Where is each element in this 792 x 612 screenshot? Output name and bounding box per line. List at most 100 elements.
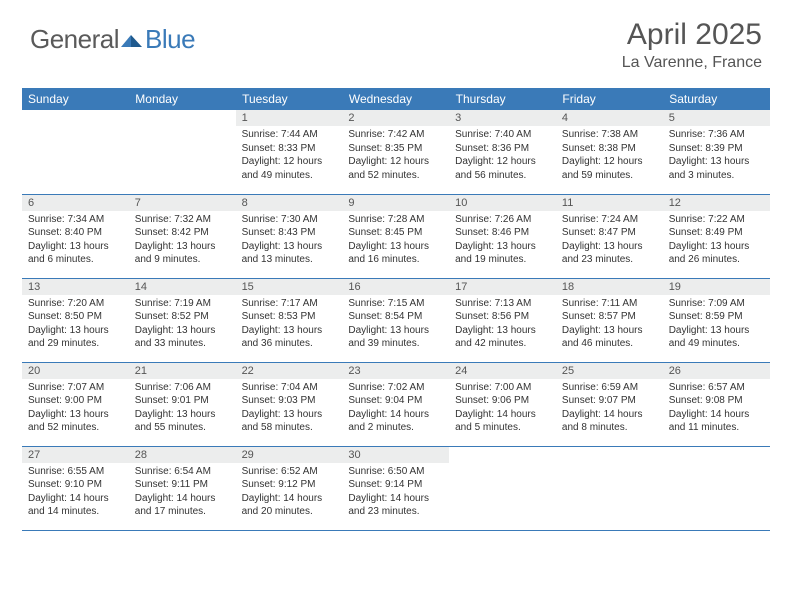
day-details: Sunrise: 6:54 AMSunset: 9:11 PMDaylight:…: [129, 463, 236, 523]
calendar-body: ....1Sunrise: 7:44 AMSunset: 8:33 PMDayl…: [22, 110, 770, 530]
calendar-cell: 17Sunrise: 7:13 AMSunset: 8:56 PMDayligh…: [449, 278, 556, 362]
calendar-cell: 14Sunrise: 7:19 AMSunset: 8:52 PMDayligh…: [129, 278, 236, 362]
logo-text-b: Blue: [145, 24, 195, 55]
calendar-cell: 15Sunrise: 7:17 AMSunset: 8:53 PMDayligh…: [236, 278, 343, 362]
day-header: Friday: [556, 88, 663, 110]
day-number: 25: [556, 363, 663, 379]
day-details: Sunrise: 7:07 AMSunset: 9:00 PMDaylight:…: [22, 379, 129, 439]
day-number: 30: [342, 447, 449, 463]
day-details: Sunrise: 7:36 AMSunset: 8:39 PMDaylight:…: [663, 126, 770, 186]
day-number: 28: [129, 447, 236, 463]
day-number: 5: [663, 110, 770, 126]
month-title: April 2025: [622, 18, 762, 52]
calendar-cell: 22Sunrise: 7:04 AMSunset: 9:03 PMDayligh…: [236, 362, 343, 446]
calendar-cell: 3Sunrise: 7:40 AMSunset: 8:36 PMDaylight…: [449, 110, 556, 194]
calendar-cell: 16Sunrise: 7:15 AMSunset: 8:54 PMDayligh…: [342, 278, 449, 362]
calendar-cell: 7Sunrise: 7:32 AMSunset: 8:42 PMDaylight…: [129, 194, 236, 278]
calendar-row: ....1Sunrise: 7:44 AMSunset: 8:33 PMDayl…: [22, 110, 770, 194]
day-details: Sunrise: 7:26 AMSunset: 8:46 PMDaylight:…: [449, 211, 556, 271]
day-details: Sunrise: 7:13 AMSunset: 8:56 PMDaylight:…: [449, 295, 556, 355]
day-header: Wednesday: [342, 88, 449, 110]
day-details: Sunrise: 7:30 AMSunset: 8:43 PMDaylight:…: [236, 211, 343, 271]
header: General Blue April 2025 La Varenne, Fran…: [0, 0, 792, 80]
day-number: 24: [449, 363, 556, 379]
day-number: 3: [449, 110, 556, 126]
day-number: 1: [236, 110, 343, 126]
calendar-cell: 8Sunrise: 7:30 AMSunset: 8:43 PMDaylight…: [236, 194, 343, 278]
day-details: Sunrise: 7:44 AMSunset: 8:33 PMDaylight:…: [236, 126, 343, 186]
calendar-cell: 18Sunrise: 7:11 AMSunset: 8:57 PMDayligh…: [556, 278, 663, 362]
day-header-row: SundayMondayTuesdayWednesdayThursdayFrid…: [22, 88, 770, 110]
day-details: Sunrise: 7:40 AMSunset: 8:36 PMDaylight:…: [449, 126, 556, 186]
calendar-cell: ..: [556, 446, 663, 530]
calendar-cell: 4Sunrise: 7:38 AMSunset: 8:38 PMDaylight…: [556, 110, 663, 194]
calendar-table: SundayMondayTuesdayWednesdayThursdayFrid…: [22, 88, 770, 531]
day-number: 26: [663, 363, 770, 379]
day-details: Sunrise: 7:06 AMSunset: 9:01 PMDaylight:…: [129, 379, 236, 439]
day-number: 15: [236, 279, 343, 295]
day-number: 20: [22, 363, 129, 379]
day-header: Tuesday: [236, 88, 343, 110]
day-number: 8: [236, 195, 343, 211]
day-number: 2: [342, 110, 449, 126]
day-details: Sunrise: 7:32 AMSunset: 8:42 PMDaylight:…: [129, 211, 236, 271]
day-details: Sunrise: 6:50 AMSunset: 9:14 PMDaylight:…: [342, 463, 449, 523]
day-details: Sunrise: 6:52 AMSunset: 9:12 PMDaylight:…: [236, 463, 343, 523]
day-details: Sunrise: 7:17 AMSunset: 8:53 PMDaylight:…: [236, 295, 343, 355]
day-details: Sunrise: 7:34 AMSunset: 8:40 PMDaylight:…: [22, 211, 129, 271]
day-details: Sunrise: 7:19 AMSunset: 8:52 PMDaylight:…: [129, 295, 236, 355]
calendar-cell: 30Sunrise: 6:50 AMSunset: 9:14 PMDayligh…: [342, 446, 449, 530]
calendar-cell: 5Sunrise: 7:36 AMSunset: 8:39 PMDaylight…: [663, 110, 770, 194]
day-details: Sunrise: 6:59 AMSunset: 9:07 PMDaylight:…: [556, 379, 663, 439]
day-number: 21: [129, 363, 236, 379]
day-number: 22: [236, 363, 343, 379]
day-details: Sunrise: 7:38 AMSunset: 8:38 PMDaylight:…: [556, 126, 663, 186]
day-number: 6: [22, 195, 129, 211]
calendar-cell: 29Sunrise: 6:52 AMSunset: 9:12 PMDayligh…: [236, 446, 343, 530]
calendar-cell: ..: [449, 446, 556, 530]
calendar-row: 13Sunrise: 7:20 AMSunset: 8:50 PMDayligh…: [22, 278, 770, 362]
calendar-cell: 9Sunrise: 7:28 AMSunset: 8:45 PMDaylight…: [342, 194, 449, 278]
day-details: Sunrise: 7:28 AMSunset: 8:45 PMDaylight:…: [342, 211, 449, 271]
title-block: April 2025 La Varenne, France: [622, 18, 762, 72]
logo-mark-icon: [121, 31, 143, 49]
calendar-cell: 28Sunrise: 6:54 AMSunset: 9:11 PMDayligh…: [129, 446, 236, 530]
calendar-cell: 24Sunrise: 7:00 AMSunset: 9:06 PMDayligh…: [449, 362, 556, 446]
day-details: Sunrise: 7:04 AMSunset: 9:03 PMDaylight:…: [236, 379, 343, 439]
day-details: Sunrise: 7:42 AMSunset: 8:35 PMDaylight:…: [342, 126, 449, 186]
day-number: 19: [663, 279, 770, 295]
day-details: Sunrise: 7:02 AMSunset: 9:04 PMDaylight:…: [342, 379, 449, 439]
day-number: 18: [556, 279, 663, 295]
calendar-cell: 6Sunrise: 7:34 AMSunset: 8:40 PMDaylight…: [22, 194, 129, 278]
calendar-cell: 26Sunrise: 6:57 AMSunset: 9:08 PMDayligh…: [663, 362, 770, 446]
calendar-cell: ..: [22, 110, 129, 194]
logo-text-a: General: [30, 24, 119, 55]
calendar-cell: 27Sunrise: 6:55 AMSunset: 9:10 PMDayligh…: [22, 446, 129, 530]
calendar-cell: 10Sunrise: 7:26 AMSunset: 8:46 PMDayligh…: [449, 194, 556, 278]
day-number: 13: [22, 279, 129, 295]
day-details: Sunrise: 7:09 AMSunset: 8:59 PMDaylight:…: [663, 295, 770, 355]
location-subtitle: La Varenne, France: [622, 54, 762, 72]
calendar-cell: 19Sunrise: 7:09 AMSunset: 8:59 PMDayligh…: [663, 278, 770, 362]
calendar-cell: 23Sunrise: 7:02 AMSunset: 9:04 PMDayligh…: [342, 362, 449, 446]
calendar-cell: 2Sunrise: 7:42 AMSunset: 8:35 PMDaylight…: [342, 110, 449, 194]
day-details: Sunrise: 7:20 AMSunset: 8:50 PMDaylight:…: [22, 295, 129, 355]
day-number: 27: [22, 447, 129, 463]
calendar-row: 20Sunrise: 7:07 AMSunset: 9:00 PMDayligh…: [22, 362, 770, 446]
calendar-cell: 12Sunrise: 7:22 AMSunset: 8:49 PMDayligh…: [663, 194, 770, 278]
calendar-cell: 25Sunrise: 6:59 AMSunset: 9:07 PMDayligh…: [556, 362, 663, 446]
day-details: Sunrise: 6:57 AMSunset: 9:08 PMDaylight:…: [663, 379, 770, 439]
day-details: Sunrise: 7:00 AMSunset: 9:06 PMDaylight:…: [449, 379, 556, 439]
calendar-cell: ..: [129, 110, 236, 194]
day-number: 12: [663, 195, 770, 211]
calendar-cell: ..: [663, 446, 770, 530]
day-number: 11: [556, 195, 663, 211]
day-details: Sunrise: 7:11 AMSunset: 8:57 PMDaylight:…: [556, 295, 663, 355]
calendar-head: SundayMondayTuesdayWednesdayThursdayFrid…: [22, 88, 770, 110]
day-number: 10: [449, 195, 556, 211]
calendar-row: 6Sunrise: 7:34 AMSunset: 8:40 PMDaylight…: [22, 194, 770, 278]
day-details: Sunrise: 6:55 AMSunset: 9:10 PMDaylight:…: [22, 463, 129, 523]
day-header: Saturday: [663, 88, 770, 110]
day-number: 29: [236, 447, 343, 463]
calendar-cell: 11Sunrise: 7:24 AMSunset: 8:47 PMDayligh…: [556, 194, 663, 278]
